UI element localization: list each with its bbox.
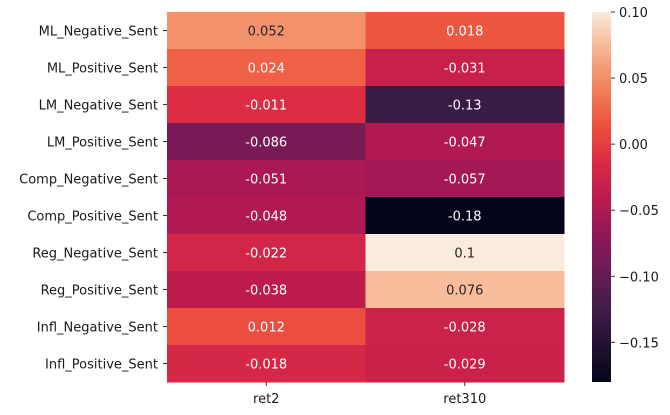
cell-value-label: -0.047 [444,136,486,151]
row-label: Reg_Positive_Sent [41,284,158,299]
colorbar-tick-label: 0.05 [619,72,648,87]
heatmap-cell [365,234,565,272]
row-label: ML_Positive_Sent [47,62,158,77]
column-labels: ret2 ret310 [253,382,486,407]
cell-value-label: -0.048 [245,210,287,225]
row-label: Reg_Negative_Sent [32,247,158,262]
cell-value-label: -0.18 [448,210,482,225]
colorbar-tick-label: 0.00 [619,138,648,153]
cell-value-label: 0.076 [446,284,483,299]
heatmap-cell [365,160,565,198]
colorbar-tick-label: −0.05 [619,204,659,219]
cell-value-label: -0.028 [444,321,486,336]
row-label: Comp_Negative_Sent [19,173,158,188]
heatmap-cell [365,49,565,87]
heatmap-cell [167,308,366,346]
colorbar-tick-label: −0.15 [619,336,659,351]
cell-value-label: -0.13 [448,99,482,114]
heatmap-cell [365,271,565,309]
cell-value-label: -0.029 [444,358,486,373]
cell-value-label: 0.1 [454,247,475,262]
cell-value-label: -0.086 [245,136,287,151]
heatmap-cell [365,12,565,50]
cell-value-label: 0.012 [248,321,285,336]
row-label: Comp_Positive_Sent [27,210,158,225]
colorbar: 0.10 0.05 0.00 −0.05 −0.10 −0.15 [592,6,659,382]
heatmap-cell [167,49,366,87]
row-label: LM_Positive_Sent [47,136,158,151]
heatmap-cell [167,345,366,383]
cell-value-label: -0.057 [444,173,486,188]
heatmap-cell [167,271,366,309]
row-label: Infl_Positive_Sent [45,358,158,373]
cell-value-label: 0.018 [446,25,483,40]
heatmap-cell [167,86,366,124]
heatmap-cell [365,86,565,124]
heatmap-cell [365,123,565,161]
cell-value-label: -0.038 [245,284,287,299]
cell-value-label: 0.024 [248,62,285,77]
cell-value-label: 0.052 [248,25,285,40]
row-label: Infl_Negative_Sent [37,321,158,336]
colorbar-gradient [592,12,611,382]
heatmap-cell [167,197,366,235]
cell-value-label: -0.031 [444,62,486,77]
row-label: ML_Negative_Sent [39,25,158,40]
heatmap-cell [365,345,565,383]
heatmap-cell [167,123,366,161]
column-label: ret310 [443,392,486,407]
colorbar-tick-label: 0.10 [619,6,648,21]
row-label: LM_Negative_Sent [39,99,158,114]
heatmap-cell [365,197,565,235]
column-label: ret2 [253,392,279,407]
colorbar-tick-label: −0.10 [619,270,659,285]
cell-value-label: -0.051 [245,173,287,188]
cell-value-label: -0.022 [245,247,287,262]
heatmap-cells: 0.052 0.018 0.024 -0.031 -0.011 -0.13 -0.086 -0… [167,12,565,383]
heatmap-cell [365,308,565,346]
cell-value-label: -0.018 [245,358,287,373]
cell-value-label: -0.011 [245,99,287,114]
row-labels: ML_Negative_Sent ML_Positive_Sent LM_Negat… [19,25,167,373]
heatmap-cell [167,234,366,272]
heatmap-cell [167,160,366,198]
heatmap-cell [167,12,366,50]
